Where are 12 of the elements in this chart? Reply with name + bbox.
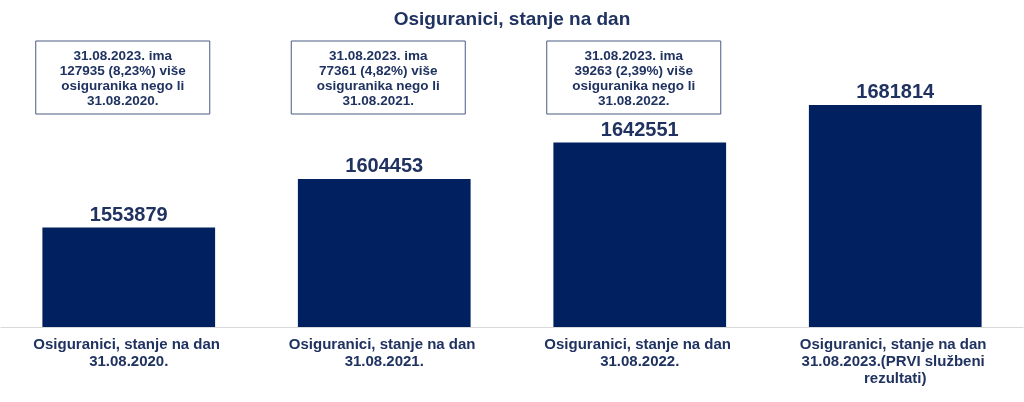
- data-label: 1681814: [856, 80, 936, 102]
- chart-title: Osiguranici, stanje na dan: [393, 8, 631, 29]
- annotation: 31.08.2023. ima 39263 (2,39%) više osiguranika nego li 31.08.2022.: [572, 48, 696, 108]
- data-label: 1553879: [89, 202, 168, 225]
- annotation: 31.08.2023. ima 77361 (4,82%) više osiguranika nego li 31.08.2021.: [316, 48, 440, 108]
- x-tick-label: Osiguranici, stanje na dan 31.08.2023.(PRVI službeni rezultati): [799, 335, 991, 386]
- x-tick-label: Osiguranici, stanje na dan 31.08.2022.: [544, 335, 736, 369]
- data-label: 1604453: [345, 154, 424, 177]
- x-tick-label: Osiguranici, stanje na dan 31.08.2020.: [33, 335, 225, 369]
- data-label: 1642551: [600, 117, 679, 140]
- annotation: 31.08.2023. ima 127935 (8,23%) više osiguranika nego li 31.08.2020.: [59, 48, 187, 108]
- x-tick-label: Osiguranici, stanje na dan 31.08.2021.: [288, 335, 480, 369]
